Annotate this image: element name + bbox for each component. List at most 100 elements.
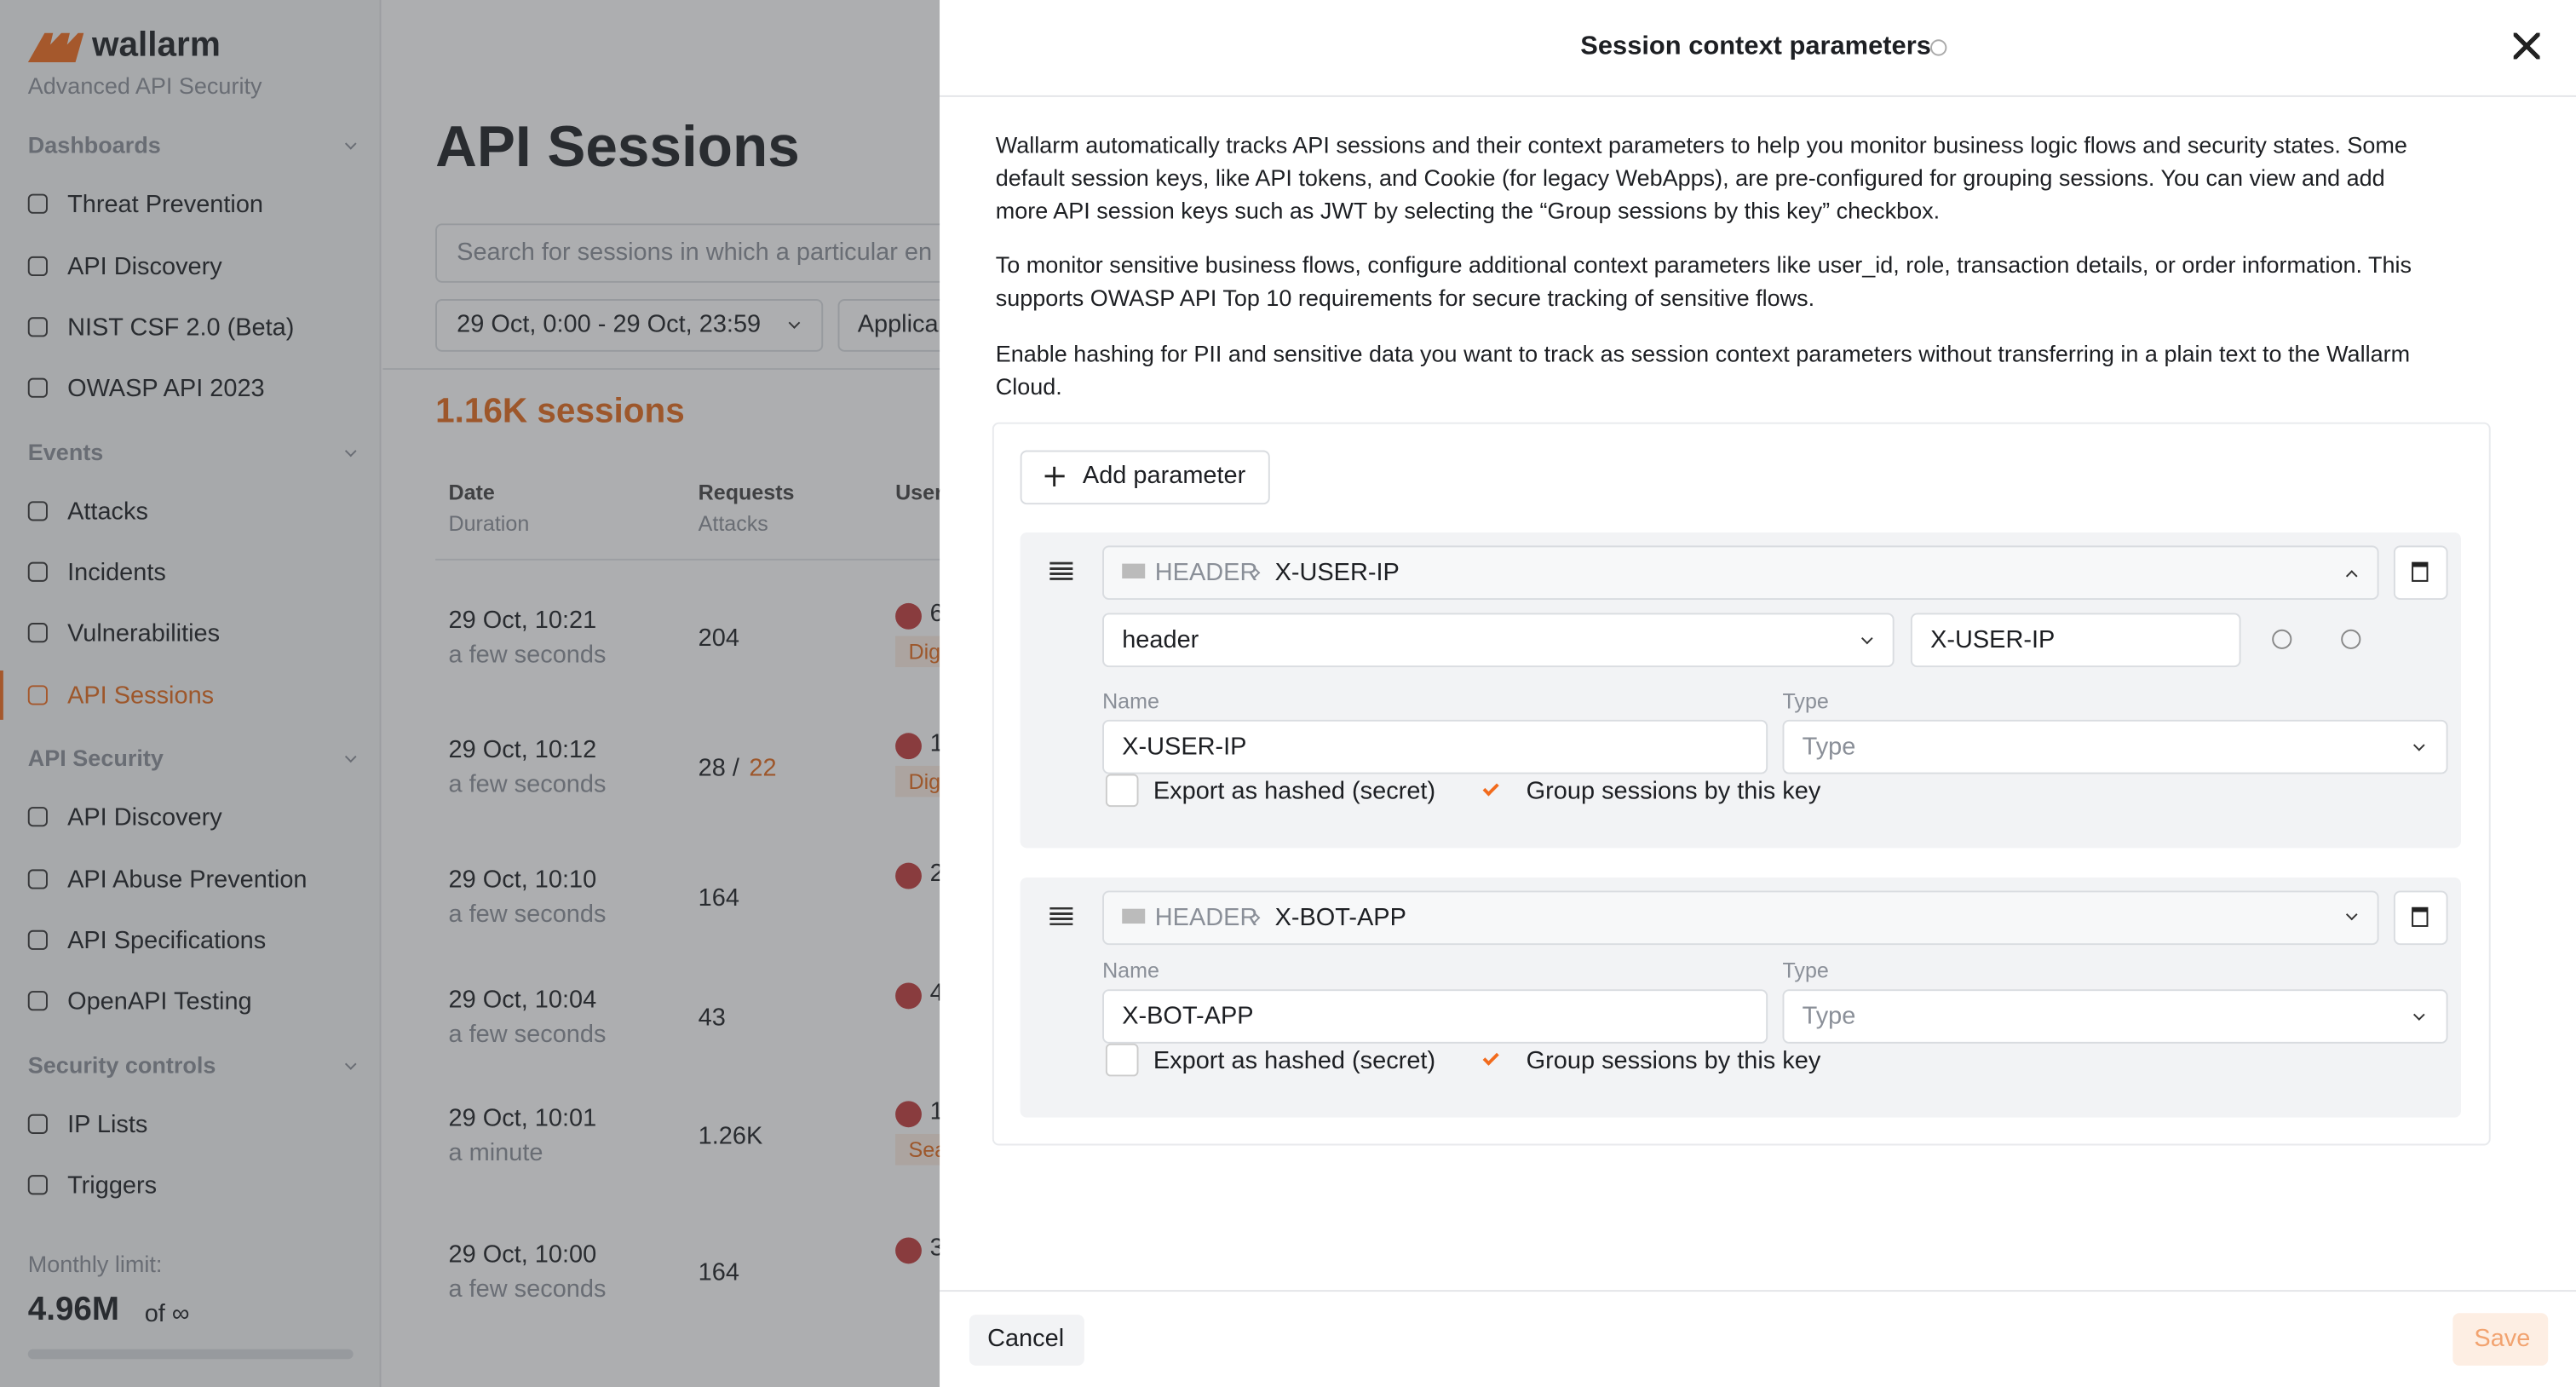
info-icon [1930, 39, 1947, 56]
nav-item[interactable]: NIST CSF 2.0 (Beta) [67, 314, 295, 342]
limit-of: of ∞ [144, 1299, 190, 1328]
export-checkbox[interactable] [1105, 774, 1139, 808]
cancel-label: Cancel [987, 1324, 1065, 1353]
delete-button[interactable] [2393, 890, 2448, 946]
row-date: 29 Oct, 10:12 [448, 736, 597, 764]
name-input[interactable] [1102, 989, 1768, 1044]
nav-icon [27, 991, 48, 1011]
nav-item[interactable]: IP Lists [67, 1110, 148, 1139]
nav-icon [27, 623, 48, 643]
delete-button[interactable] [2393, 545, 2448, 601]
date-filter-text: 29 Oct, 0:00 - 29 Oct, 23:59 [457, 310, 762, 339]
parameter-header[interactable] [1102, 890, 2379, 946]
nav-item[interactable]: Vulnerabilities [67, 619, 221, 648]
sidebar [0, 0, 382, 1387]
nav-icon [27, 194, 48, 215]
nav-item[interactable]: API Sessions [67, 681, 215, 710]
section-title: Security controls [27, 1050, 216, 1078]
group-label: Group sessions by this key [1526, 777, 1821, 806]
nav-item[interactable]: API Discovery [67, 252, 222, 281]
source-icon [1122, 908, 1146, 924]
modal-title: Session context parameters [1580, 32, 1931, 61]
brand: wallarm [91, 26, 221, 65]
description: Wallarm automatically tracks API session… [995, 131, 2407, 224]
selector-text: header [1122, 625, 1199, 654]
type-placeholder: Type [1802, 1002, 1856, 1031]
limit-value: 4.96M [27, 1292, 120, 1328]
column-header: User [895, 480, 943, 505]
flag [895, 1237, 922, 1264]
remove-icon[interactable] [2341, 629, 2361, 649]
selector-select[interactable] [1102, 613, 1895, 668]
parameter-header[interactable] [1102, 545, 2379, 601]
limit-label: Monthly limit: [27, 1250, 163, 1277]
nav-item[interactable]: Attacks [67, 498, 148, 526]
save-button[interactable] [2452, 1313, 2549, 1366]
nav-icon [27, 378, 48, 399]
flag [895, 602, 922, 630]
plus-icon [1044, 466, 1065, 486]
row-date: 29 Oct, 10:04 [448, 986, 597, 1015]
save-label: Save [2474, 1324, 2531, 1353]
type-label: Type [1782, 958, 1829, 983]
cancel-button[interactable] [969, 1315, 1084, 1366]
type-select[interactable] [1782, 719, 2448, 774]
row-attacks: 22 [749, 754, 777, 783]
row-requests: 28 / [698, 754, 739, 783]
add-button-label: Add parameter [1082, 462, 1246, 490]
row-requests: 43 [698, 1004, 726, 1033]
parameter-source: HEADER [1154, 903, 1258, 932]
flag [895, 1101, 922, 1128]
type-label: Type [1782, 688, 1829, 714]
nav-icon [27, 1175, 48, 1195]
name-input[interactable] [1102, 719, 1768, 774]
nav-item[interactable]: Triggers [67, 1171, 158, 1200]
drag-handle[interactable] [1049, 561, 1073, 580]
type-select[interactable] [1782, 989, 2448, 1044]
trash-icon [2412, 906, 2429, 927]
selector-value: X-USER-IP [1930, 625, 2056, 654]
flag [895, 982, 922, 1010]
nav-icon [27, 1114, 48, 1134]
name-label: Name [1102, 958, 1159, 983]
export-label: Export as hashed (secret) [1153, 777, 1436, 806]
row-date: 29 Oct, 10:01 [448, 1104, 597, 1133]
group-label: Group sessions by this key [1526, 1046, 1821, 1075]
parameter-source: HEADER [1154, 558, 1258, 587]
add-button[interactable] [1020, 450, 1270, 505]
nav-item[interactable]: OWASP API 2023 [67, 375, 265, 403]
row-date: 29 Oct, 10:10 [448, 866, 597, 895]
footer-divider [940, 1290, 2576, 1292]
drag-handle[interactable] [1049, 906, 1073, 925]
add-icon[interactable] [2272, 629, 2292, 649]
row-duration: a few seconds [448, 1275, 607, 1304]
nav-icon [27, 500, 48, 521]
nav-item[interactable]: API Abuse Prevention [67, 865, 308, 894]
nav-item[interactable]: Incidents [67, 559, 166, 587]
date-filter[interactable] [435, 299, 824, 352]
row-requests: 164 [698, 883, 739, 912]
nav-icon [27, 317, 48, 337]
flag [895, 862, 922, 889]
column-subheader: Attacks [698, 510, 768, 536]
nav-item[interactable]: API Specifications [67, 926, 267, 955]
row-requests: 204 [698, 624, 739, 653]
row-requests: 164 [698, 1258, 739, 1287]
main-header [382, 0, 942, 371]
nav-icon [27, 807, 48, 827]
close-button[interactable] [2513, 32, 2540, 60]
source-icon [1122, 563, 1146, 578]
selector-input[interactable] [1910, 613, 2241, 668]
row-duration: a few seconds [448, 641, 607, 670]
row-date: 29 Oct, 10:21 [448, 606, 597, 635]
export-checkbox[interactable] [1105, 1043, 1139, 1077]
section-title: Dashboards [27, 131, 161, 158]
section-title: API Security [27, 744, 164, 771]
nav-item[interactable]: API Discovery [67, 803, 222, 832]
nav-item[interactable]: Threat Prevention [67, 191, 264, 220]
active-marker [0, 670, 3, 720]
nav-icon [27, 684, 48, 705]
limit-bar [27, 1349, 354, 1360]
nav-item[interactable]: OpenAPI Testing [67, 987, 252, 1016]
